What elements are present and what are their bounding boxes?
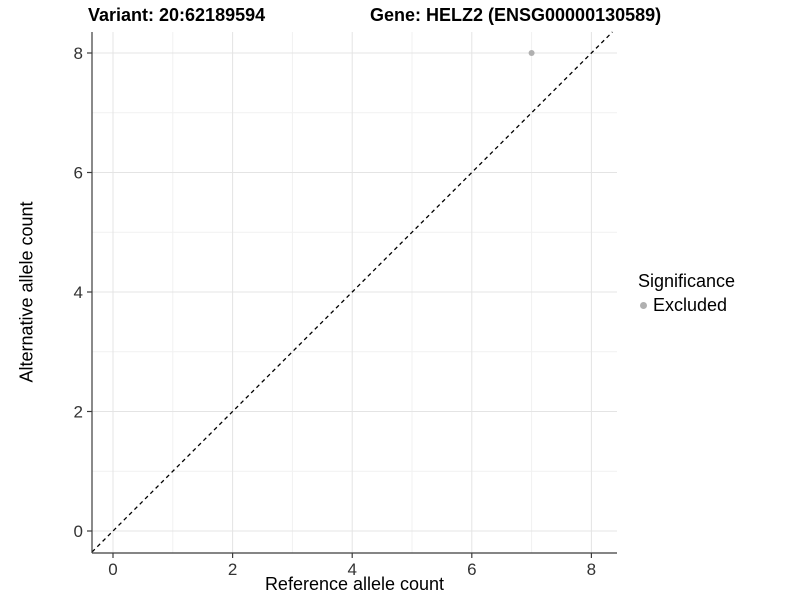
legend-item-label: Excluded: [653, 295, 728, 315]
legend: Significance Excluded: [638, 271, 735, 316]
plot-title-variant: Variant: 20:62189594: [88, 5, 266, 25]
y-tick-label: 4: [74, 283, 83, 302]
y-tick-label: 2: [74, 403, 83, 422]
excluded-point-icon: [640, 302, 647, 309]
y-tick-label: 0: [74, 522, 83, 541]
identity-reference-line: [91, 31, 613, 553]
x-tick-label: 0: [108, 560, 117, 579]
data-point-excluded: [528, 50, 535, 56]
legend-title: Significance: [638, 271, 736, 291]
y-axis-title: Alternative allele count: [16, 201, 37, 383]
legend-item-excluded: Excluded: [638, 295, 735, 316]
x-axis-title: Reference allele count: [264, 574, 445, 594]
x-tick-label: 4: [347, 560, 356, 579]
y-tick-label: 6: [74, 164, 83, 183]
x-tick-label: 8: [587, 560, 596, 579]
x-tick-label: 2: [228, 560, 237, 579]
plot-title-gene: Gene: HELZ2 (ENSG00000130589): [370, 5, 662, 25]
y-tick-label: 8: [74, 44, 83, 63]
x-tick-label: 6: [467, 560, 476, 579]
